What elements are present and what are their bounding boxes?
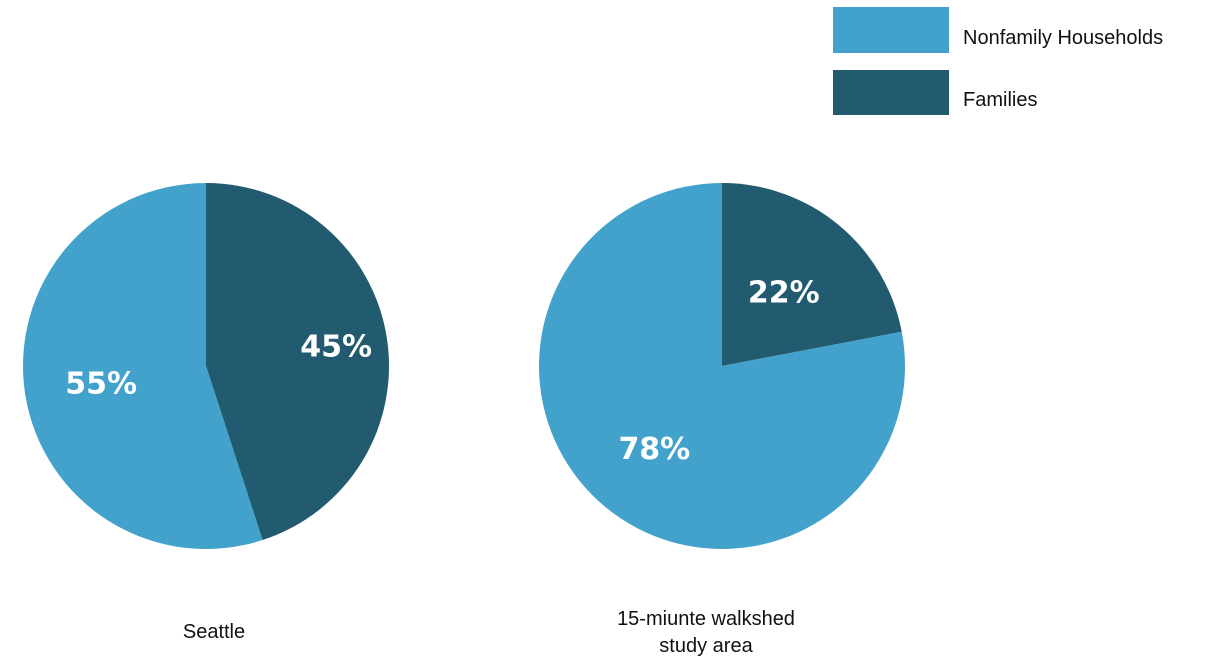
- legend-swatch-families: [833, 70, 949, 115]
- chart-caption-line: 15-miunte walkshed: [617, 608, 795, 630]
- legend-label-nonfamily: Nonfamily Households: [963, 27, 1163, 49]
- legend-label-families: Families: [963, 89, 1037, 111]
- slice-label-nonfamily: 55%: [65, 367, 137, 402]
- slice-label-families: 22%: [748, 275, 820, 310]
- pie-slice-nonfamily: [538, 183, 905, 549]
- slice-label-families: 45%: [300, 329, 372, 364]
- pie-slice-families: [722, 183, 902, 366]
- slice-label-nonfamily: 78%: [618, 432, 690, 467]
- chart-caption-line: Seattle: [183, 621, 245, 643]
- chart-caption: Seattle: [183, 621, 245, 643]
- chart-caption-line: study area: [659, 635, 753, 657]
- pie-chart-seattle: 45% 55% Seattle: [22, 183, 389, 643]
- pie-slice-nonfamily: [22, 183, 263, 549]
- chart-caption: 15-miunte walkshed study area: [617, 608, 795, 657]
- pie-slice-families: [206, 183, 389, 541]
- legend: Nonfamily Households Families: [833, 7, 1163, 115]
- legend-swatch-nonfamily: [833, 7, 949, 53]
- pie-chart-walkshed: 22% 78% 15-miunte walkshed study area: [538, 183, 905, 657]
